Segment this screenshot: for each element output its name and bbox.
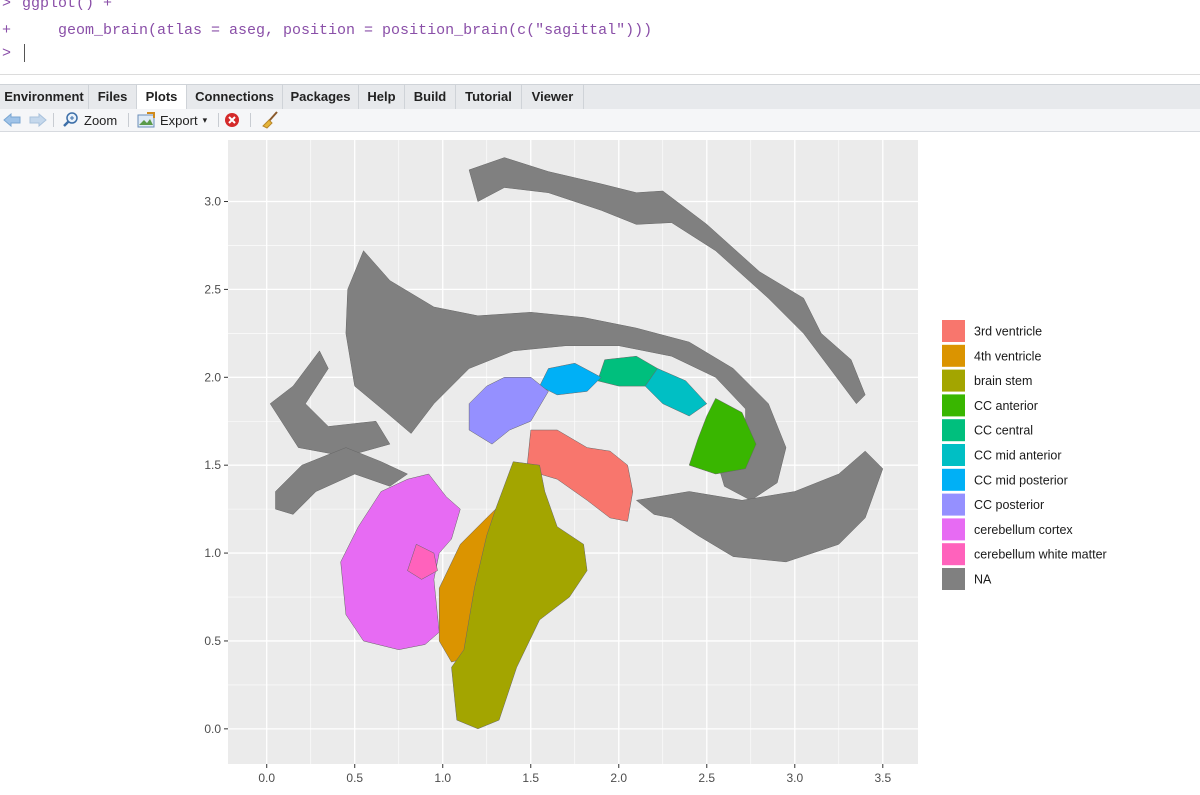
legend-label: CC mid anterior [974,449,1062,463]
plot-viewer: 0.0 0.5 1.0 1.5 2.0 2.5 3.0 3.5 0.0 0.5 1.0 1.5 2.0 2… [0,132,1200,790]
tab-tutorial[interactable]: Tutorial [456,85,522,109]
legend-label: 3rd ventricle [974,325,1042,339]
region-na [468,157,866,404]
console-code-line-2: geom_brain(atlas = aseg, position = posi… [22,22,653,39]
region-na [636,450,884,563]
brain-atlas-plot: 0.0 0.5 1.0 1.5 2.0 2.5 3.0 3.5 0.0 0.5 1.0 1.5 2.0 2… [204,140,1107,785]
legend-label: CC posterior [974,498,1044,512]
console-input-line[interactable]: > [0,44,25,64]
x-axis-tick-label: 2.0 [610,771,627,785]
legend-label: NA [974,573,992,587]
legend-label: CC central [974,424,1033,438]
y-axis-tick-label: 2.5 [204,282,221,296]
zoom-button[interactable]: Zoom [62,109,117,131]
x-axis-tick-label: 0.0 [258,771,275,785]
pane-tabbar: Environment Files Plots Connections Pack… [0,84,1200,110]
text-cursor [24,44,25,63]
tab-packages[interactable]: Packages [283,85,359,109]
toolbar-divider [250,113,251,127]
region-brain-stem [451,461,588,730]
region-na [269,350,391,457]
r-console[interactable]: > ggplot() + + geom_brain(atlas = aseg, p… [0,0,1200,74]
pane-splitter[interactable] [0,74,1200,84]
console-code-line-1: ggplot() + [22,0,113,12]
tab-files[interactable]: Files [89,85,137,109]
zoom-magnifier-icon [63,112,78,127]
forward-arrow-button[interactable] [28,109,48,131]
y-axis-tick-label: 0.5 [204,634,221,648]
tab-environment[interactable]: Environment [0,85,89,109]
legend-label: CC mid posterior [974,473,1068,487]
x-axis-tick-label: 1.5 [522,771,539,785]
region-na [275,447,408,515]
console-prompt: > [2,0,12,12]
back-arrow-icon [3,113,21,127]
console-continuation: + [2,22,12,39]
tab-connections[interactable]: Connections [187,85,283,109]
export-image-icon [137,112,155,128]
x-axis-tick-label: 0.5 [346,771,363,785]
legend-key-na [942,568,965,590]
legend-label: cerebellum cortex [974,523,1073,537]
legend-key-cerebellum-white-matter [942,543,965,566]
region-cc-anterior [688,398,757,475]
toolbar-divider [128,113,129,127]
legend-key-cc-anterior [942,394,965,417]
region-cerebellum-white-matter [407,544,438,580]
legend-key-cerebellum-cortex [942,518,965,541]
broom-icon [262,111,278,129]
y-axis-tick-label: 1.5 [204,458,221,472]
tab-help[interactable]: Help [359,85,405,109]
legend-key-4th-ventricle [942,344,965,367]
legend-label: 4th ventricle [974,349,1041,363]
region-cerebellum-cortex [340,473,461,650]
toolbar-divider [218,113,219,127]
y-axis-tick-label: 2.0 [204,370,221,384]
console-line-2: + geom_brain(atlas = aseg, position = po… [0,21,652,41]
x-axis-tick-label: 3.0 [786,771,803,785]
legend-key-cc-mid-anterior [942,444,965,466]
remove-plot-button[interactable] [224,109,240,131]
region-cc-posterior [468,377,549,445]
legend-label: CC anterior [974,399,1038,413]
back-arrow-button[interactable] [2,109,22,131]
y-axis-tick-label: 0.0 [204,722,221,736]
console-line-1: > ggplot() + [0,0,112,14]
clear-all-plots-button[interactable] [260,109,280,131]
x-axis-tick-label: 2.5 [698,771,715,785]
tab-viewer[interactable]: Viewer [522,85,584,109]
y-axis-tick-label: 3.0 [204,195,221,209]
export-button[interactable]: Export ▾ [137,109,207,131]
legend-key-cc-mid-posterior [942,468,965,491]
tab-plots[interactable]: Plots [137,85,187,109]
legend-label: brain stem [974,374,1032,388]
x-axis-tick-label: 3.5 [874,771,891,785]
legend-key-3rd-ventricle [942,320,965,342]
export-label: Export [160,112,198,128]
y-axis-tick-label: 1.0 [204,546,221,560]
dropdown-caret-icon: ▾ [202,114,208,125]
remove-plot-icon [225,113,239,127]
toolbar-divider [53,113,54,127]
legend-key-cc-central [942,419,965,442]
zoom-label: Zoom [84,112,118,128]
x-axis-tick-label: 1.0 [434,771,451,785]
legend-label: cerebellum white matter [974,548,1107,562]
legend-key-brain-stem [942,369,965,392]
console-prompt-active: > [2,45,12,62]
forward-arrow-icon [29,113,47,127]
legend-key-cc-posterior [942,493,965,516]
region-cc-mid-anterior [644,368,708,417]
tab-build[interactable]: Build [405,85,456,109]
plots-toolbar: Zoom Export ▾ [0,109,1200,132]
